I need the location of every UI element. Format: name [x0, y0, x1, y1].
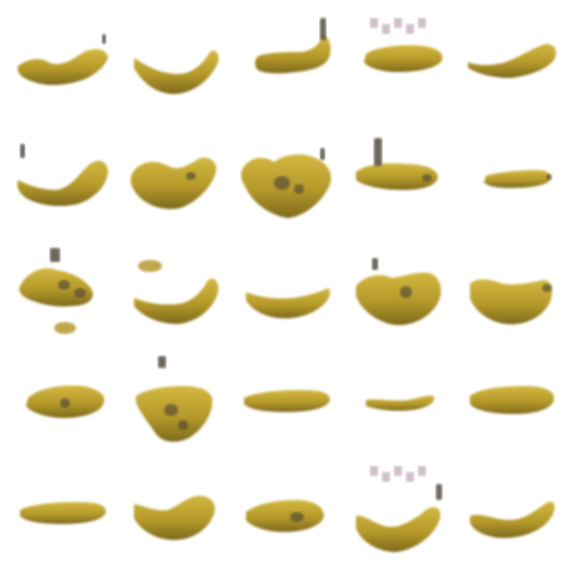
- banana-stem: [320, 18, 326, 40]
- banana-image-tile: [128, 464, 224, 560]
- banana-body: [19, 268, 93, 307]
- banana-picture: [134, 260, 219, 324]
- banana-picture: [356, 138, 438, 190]
- banana-picture: [255, 18, 331, 74]
- banana-picture: [17, 34, 109, 85]
- banana-picture: [136, 356, 213, 442]
- banana-image-tile: [240, 128, 336, 224]
- banana-picture: [244, 390, 330, 412]
- banana-body: [134, 495, 215, 540]
- banana-stem: [436, 484, 442, 500]
- banana-body: [364, 45, 443, 72]
- banana-picture: [246, 288, 331, 319]
- banana-body: [484, 170, 551, 188]
- banana-body: [134, 278, 219, 324]
- banana-image-tile: [16, 128, 112, 224]
- banana-body: [130, 157, 217, 210]
- banana-picture: [356, 258, 441, 326]
- banana-image-tile: [352, 240, 448, 336]
- banana-picture: [19, 248, 93, 334]
- banana-body: [356, 163, 438, 190]
- banana-image-tile: [16, 240, 112, 336]
- banana-image-tile: [240, 464, 336, 560]
- banana-image-tile: [128, 240, 224, 336]
- banana-body: [20, 502, 106, 524]
- banana-image-tile: [464, 240, 560, 336]
- banana-image-tile: [16, 464, 112, 560]
- banana-body: [246, 500, 324, 532]
- banana-stem: [372, 258, 378, 270]
- banana-image-tile: [464, 128, 560, 224]
- banana-body: [17, 49, 109, 85]
- banana-body: [255, 35, 331, 74]
- banana-picture: [484, 170, 552, 188]
- banana-stem: [158, 356, 166, 368]
- banana-picture: [26, 385, 105, 418]
- banana-body: [17, 160, 108, 206]
- banana-body: [246, 288, 331, 319]
- banana-body: [366, 395, 435, 411]
- banana-picture: [130, 157, 217, 210]
- banana-image-tile: [128, 352, 224, 448]
- banana-picture: [17, 144, 108, 206]
- banana-picture: [356, 466, 442, 552]
- banana-stem: [374, 138, 382, 166]
- banana-stem: [320, 148, 325, 160]
- banana-image-tile: [464, 352, 560, 448]
- banana-body: [470, 386, 554, 414]
- banana-body: [470, 501, 555, 538]
- banana-body: [468, 44, 556, 78]
- banana-image-tile: [240, 240, 336, 336]
- banana-picture: [134, 495, 215, 540]
- banana-image-tile: [352, 352, 448, 448]
- banana-image-tile: [464, 16, 560, 112]
- banana-picture: [468, 44, 556, 78]
- banana-image-tile: [352, 16, 448, 112]
- banana-stem: [50, 248, 60, 262]
- banana-picture: [470, 279, 552, 325]
- banana-image-tile: [352, 464, 448, 560]
- banana-image-tile: [352, 128, 448, 224]
- banana-body: [244, 390, 330, 412]
- banana-image-tile: [128, 128, 224, 224]
- banana-image-tile: [240, 16, 336, 112]
- banana-picture: [241, 148, 331, 218]
- banana-picture: [20, 502, 106, 524]
- banana-body: [134, 50, 219, 94]
- banana-image-tile: [240, 352, 336, 448]
- banana-image-tile: [16, 352, 112, 448]
- banana-stem: [20, 144, 25, 158]
- banana-body: [356, 272, 441, 326]
- banana-picture: [364, 18, 443, 72]
- banana-picture: [470, 386, 554, 414]
- banana-picture: [134, 50, 219, 94]
- banana-image-tile: [464, 464, 560, 560]
- banana-body: [356, 507, 441, 552]
- banana-picture: [246, 500, 324, 532]
- banana-image-tile: [16, 16, 112, 112]
- banana-stem: [102, 34, 106, 44]
- banana-picture: [366, 395, 435, 411]
- banana-image-tile: [128, 16, 224, 112]
- banana-body: [470, 279, 552, 325]
- banana-picture: [470, 501, 555, 538]
